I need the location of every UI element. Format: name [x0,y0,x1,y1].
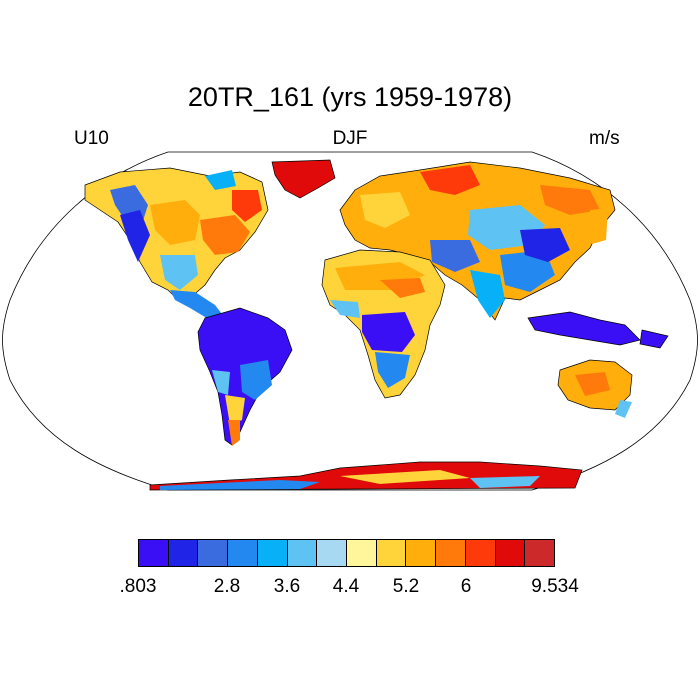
colorbar-tick-label: 5.2 [392,576,420,597]
greenland [271,159,336,199]
season-label: DJF [332,128,368,149]
colorbar-tick-label: 2.8 [213,576,241,597]
north-america [84,167,269,320]
colorbar-swatch [317,540,348,566]
colorbar-swatch [139,540,169,566]
colorbar-tick-label: 9.534 [531,576,579,597]
colorbar-swatch [198,540,229,566]
southeast-asia [527,311,669,349]
colorbar-swatch [525,540,555,566]
units-label: m/s [589,128,620,149]
colorbar-swatch [168,540,199,566]
colorbar-swatch [287,540,318,566]
colorbar [138,539,555,567]
colorbar-swatch [436,540,466,566]
south-america [197,307,293,446]
colorbar-tick-label: 3.6 [273,576,301,597]
colorbar-swatch [257,540,288,566]
colorbar-tick-label: 4.4 [332,576,360,597]
africa [321,249,446,399]
colorbar-swatch [465,540,496,566]
colorbar-tick-label: 6 [460,576,472,597]
variable-label: U10 [74,128,109,149]
antarctica [149,461,583,491]
plot-title: 20TR_161 (yrs 1959-1978) [187,82,513,112]
colorbar-swatch [406,540,437,566]
colorbar-swatch [495,540,526,566]
australia [557,359,633,418]
colorbar-swatch [376,540,407,566]
colorbar-tick-label: .803 [119,576,157,597]
colorbar-swatch [228,540,258,566]
colorbar-swatch [347,540,377,566]
